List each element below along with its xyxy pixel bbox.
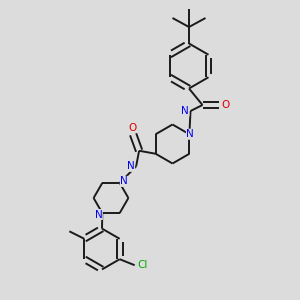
Text: Cl: Cl <box>137 260 148 270</box>
Text: O: O <box>128 123 136 133</box>
Text: N: N <box>181 106 189 116</box>
Text: N: N <box>127 161 135 171</box>
Text: N: N <box>94 210 102 220</box>
Text: N: N <box>186 129 194 139</box>
Text: N: N <box>120 176 128 186</box>
Text: O: O <box>221 100 230 110</box>
